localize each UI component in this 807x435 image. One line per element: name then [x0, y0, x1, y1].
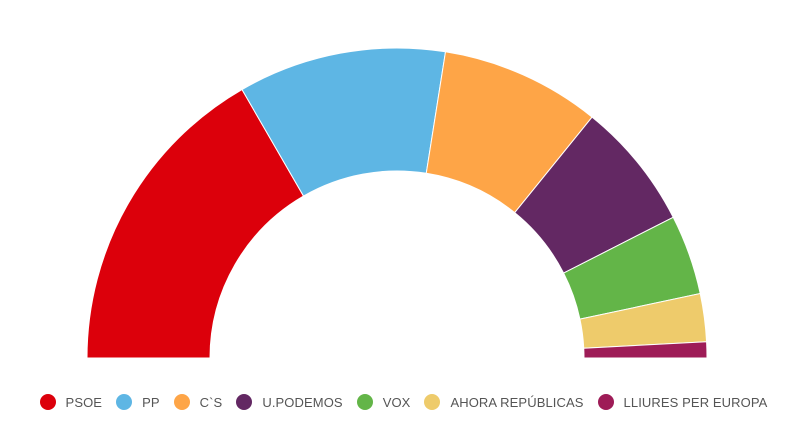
legend-dot-icon: [597, 394, 614, 410]
slice-lliures-per-europa[interactable]: [583, 341, 708, 359]
legend-item[interactable]: LLIURES PER EUROPA: [597, 394, 768, 410]
parliament-chart: [86, 47, 708, 359]
legend-label: U.PODEMOS: [262, 394, 343, 410]
legend-item[interactable]: AHORA REPÚBLICAS: [424, 394, 583, 410]
legend-dot-icon: [39, 394, 56, 410]
slice-psoe[interactable]: [86, 88, 305, 359]
legend-item[interactable]: PP: [116, 394, 160, 410]
legend-dot-icon: [424, 394, 441, 410]
legend-dot-icon: [116, 394, 133, 410]
legend-dot-icon: [236, 394, 253, 410]
legend-label: VOX: [382, 394, 411, 410]
chart-legend: PSOE PP C`S U.PODEMOS VOX AHORA REPÚBLICAS LLI…: [0, 390, 807, 414]
legend-item[interactable]: C`S: [173, 394, 223, 410]
legend-dot-icon: [173, 394, 190, 410]
legend-item[interactable]: VOX: [356, 394, 411, 410]
legend-label: C`S: [199, 394, 223, 410]
legend-label: LLIURES PER EUROPA: [623, 394, 768, 410]
legend-label: PSOE: [65, 394, 103, 410]
legend-item[interactable]: U.PODEMOS: [236, 394, 343, 410]
legend-dot-icon: [356, 394, 373, 410]
legend-label: PP: [142, 394, 160, 410]
legend-item[interactable]: PSOE: [39, 394, 103, 410]
legend-label: AHORA REPÚBLICAS: [450, 394, 584, 410]
